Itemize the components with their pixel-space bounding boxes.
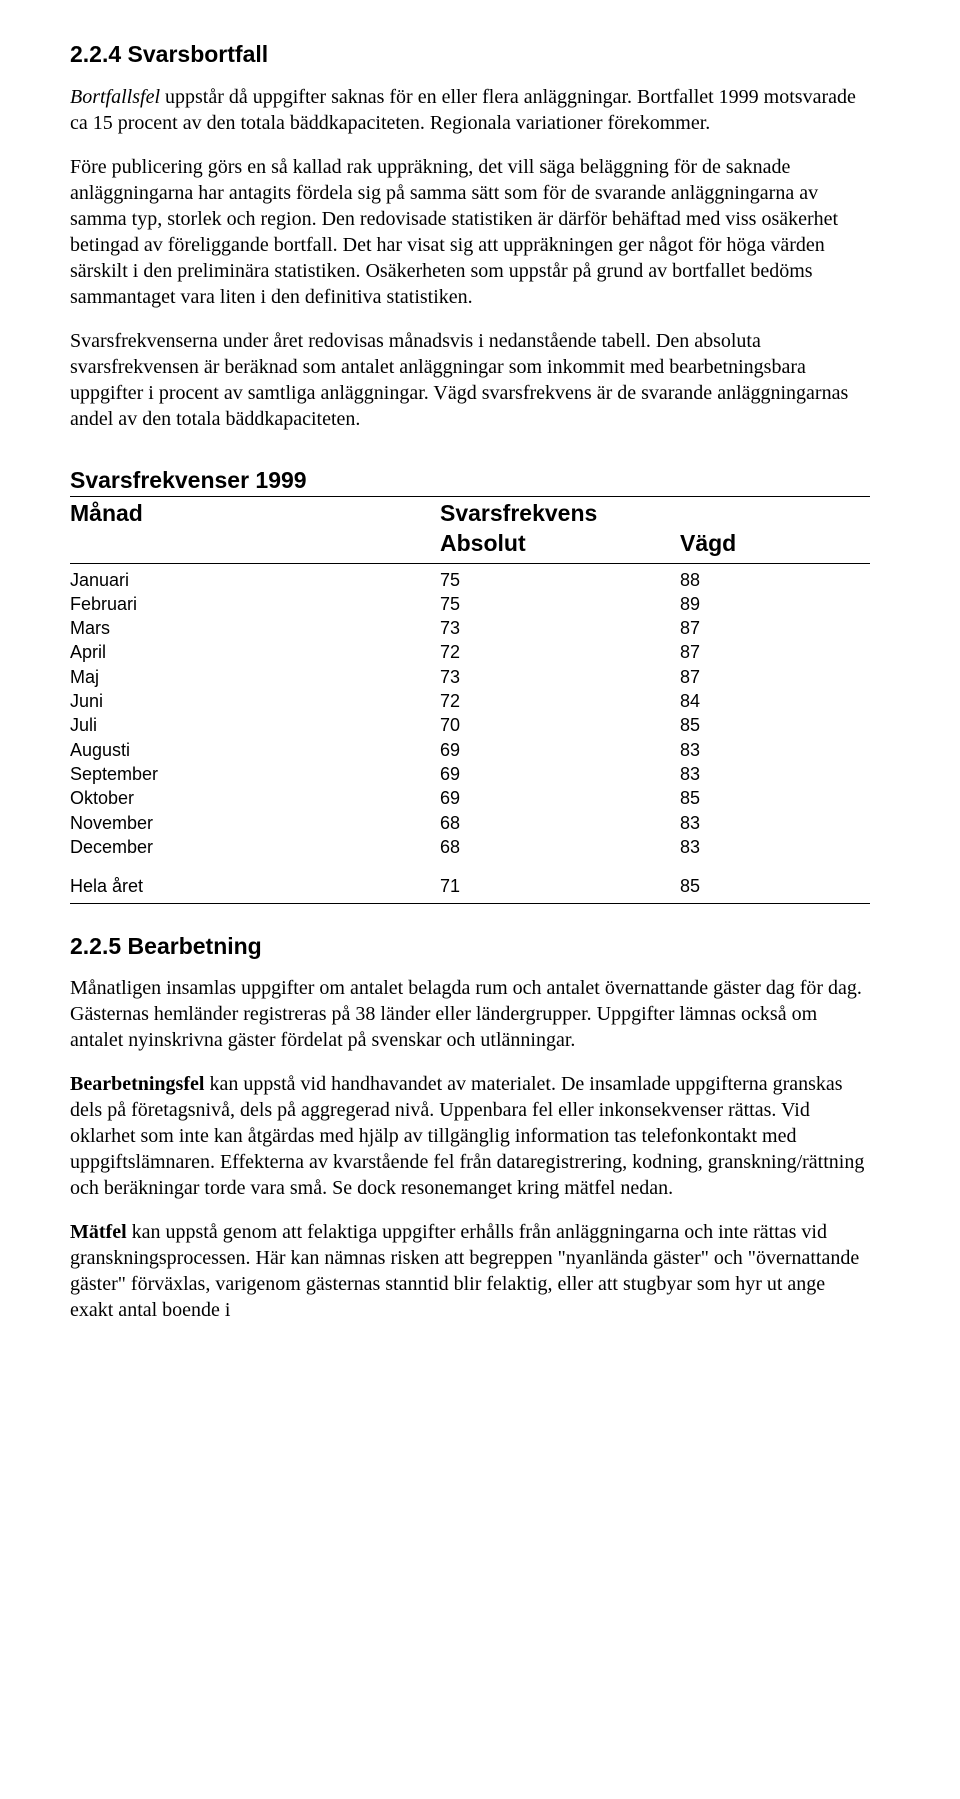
table-header-row: Månad Svarsfrekvens: [70, 496, 870, 529]
paragraph: Före publicering görs en så kallad rak u…: [70, 154, 870, 310]
table-row: Juni7284: [70, 689, 870, 713]
cell-month: December: [70, 835, 440, 859]
col-header-month: Månad: [70, 499, 440, 529]
cell-month: Juni: [70, 689, 440, 713]
cell-month: Mars: [70, 616, 440, 640]
cell-vagd: 83: [680, 738, 870, 762]
cell-absolut: 72: [440, 640, 680, 664]
table-row: Juli7085: [70, 713, 870, 737]
table-title: Svarsfrekvenser 1999: [70, 466, 870, 496]
term-bearbetningsfel: Bearbetningsfel: [70, 1073, 204, 1095]
cell-vagd: 85: [680, 786, 870, 810]
heading-bearbetning: 2.2.5 Bearbetning: [70, 932, 870, 962]
cell-absolut: 75: [440, 568, 680, 592]
cell-vagd: 84: [680, 689, 870, 713]
cell-vagd: 83: [680, 811, 870, 835]
text: uppstår då uppgifter saknas för en eller…: [70, 86, 856, 134]
cell-absolut: 72: [440, 689, 680, 713]
total-vagd: 85: [680, 875, 870, 898]
table-row: Mars7387: [70, 616, 870, 640]
cell-absolut: 75: [440, 592, 680, 616]
total-absolut: 71: [440, 875, 680, 898]
subhead-blank: [70, 529, 440, 559]
cell-month: Maj: [70, 665, 440, 689]
cell-month: Oktober: [70, 786, 440, 810]
col-header-blank: [680, 499, 870, 529]
cell-absolut: 68: [440, 811, 680, 835]
col-header-svarsfrekvens: Svarsfrekvens: [440, 499, 680, 529]
cell-vagd: 87: [680, 665, 870, 689]
cell-absolut: 69: [440, 786, 680, 810]
cell-month: Januari: [70, 568, 440, 592]
cell-vagd: 89: [680, 592, 870, 616]
table-row: December6883: [70, 835, 870, 859]
table-row: Januari7588: [70, 568, 870, 592]
table-row: September6983: [70, 762, 870, 786]
table-row: April7287: [70, 640, 870, 664]
cell-month: November: [70, 811, 440, 835]
subhead-absolut: Absolut: [440, 529, 680, 559]
subhead-vagd: Vägd: [680, 529, 870, 559]
table-body: Januari7588Februari7589Mars7387April7287…: [70, 568, 870, 860]
table-row: Februari7589: [70, 592, 870, 616]
table-row: Maj7387: [70, 665, 870, 689]
table-row: November6883: [70, 811, 870, 835]
heading-svarsbortfall: 2.2.4 Svarsbortfall: [70, 40, 870, 70]
table-total-row: Hela året 71 85: [70, 875, 870, 903]
cell-vagd: 87: [680, 616, 870, 640]
cell-month: Augusti: [70, 738, 440, 762]
cell-absolut: 73: [440, 665, 680, 689]
term-matfel: Mätfel: [70, 1221, 127, 1243]
text: kan uppstå genom att felaktiga uppgifter…: [70, 1221, 859, 1321]
table-row: Oktober6985: [70, 786, 870, 810]
term-bortfallsfel: Bortfallsfel: [70, 86, 160, 108]
table-row: Augusti6983: [70, 738, 870, 762]
cell-absolut: 70: [440, 713, 680, 737]
cell-absolut: 69: [440, 738, 680, 762]
cell-vagd: 88: [680, 568, 870, 592]
cell-month: Juli: [70, 713, 440, 737]
paragraph: Bearbetningsfel kan uppstå vid handhavan…: [70, 1071, 870, 1201]
cell-month: September: [70, 762, 440, 786]
cell-vagd: 83: [680, 835, 870, 859]
paragraph: Bortfallsfel uppstår då uppgifter saknas…: [70, 84, 870, 136]
cell-vagd: 87: [680, 640, 870, 664]
table-subheader-row: Absolut Vägd: [70, 529, 870, 564]
paragraph: Månatligen insamlas uppgifter om antalet…: [70, 975, 870, 1053]
cell-vagd: 85: [680, 713, 870, 737]
cell-absolut: 68: [440, 835, 680, 859]
paragraph: Mätfel kan uppstå genom att felaktiga up…: [70, 1219, 870, 1323]
cell-vagd: 83: [680, 762, 870, 786]
cell-month: Februari: [70, 592, 440, 616]
cell-absolut: 73: [440, 616, 680, 640]
total-label: Hela året: [70, 875, 440, 898]
paragraph: Svarsfrekvenserna under året redovisas m…: [70, 328, 870, 432]
cell-absolut: 69: [440, 762, 680, 786]
cell-month: April: [70, 640, 440, 664]
